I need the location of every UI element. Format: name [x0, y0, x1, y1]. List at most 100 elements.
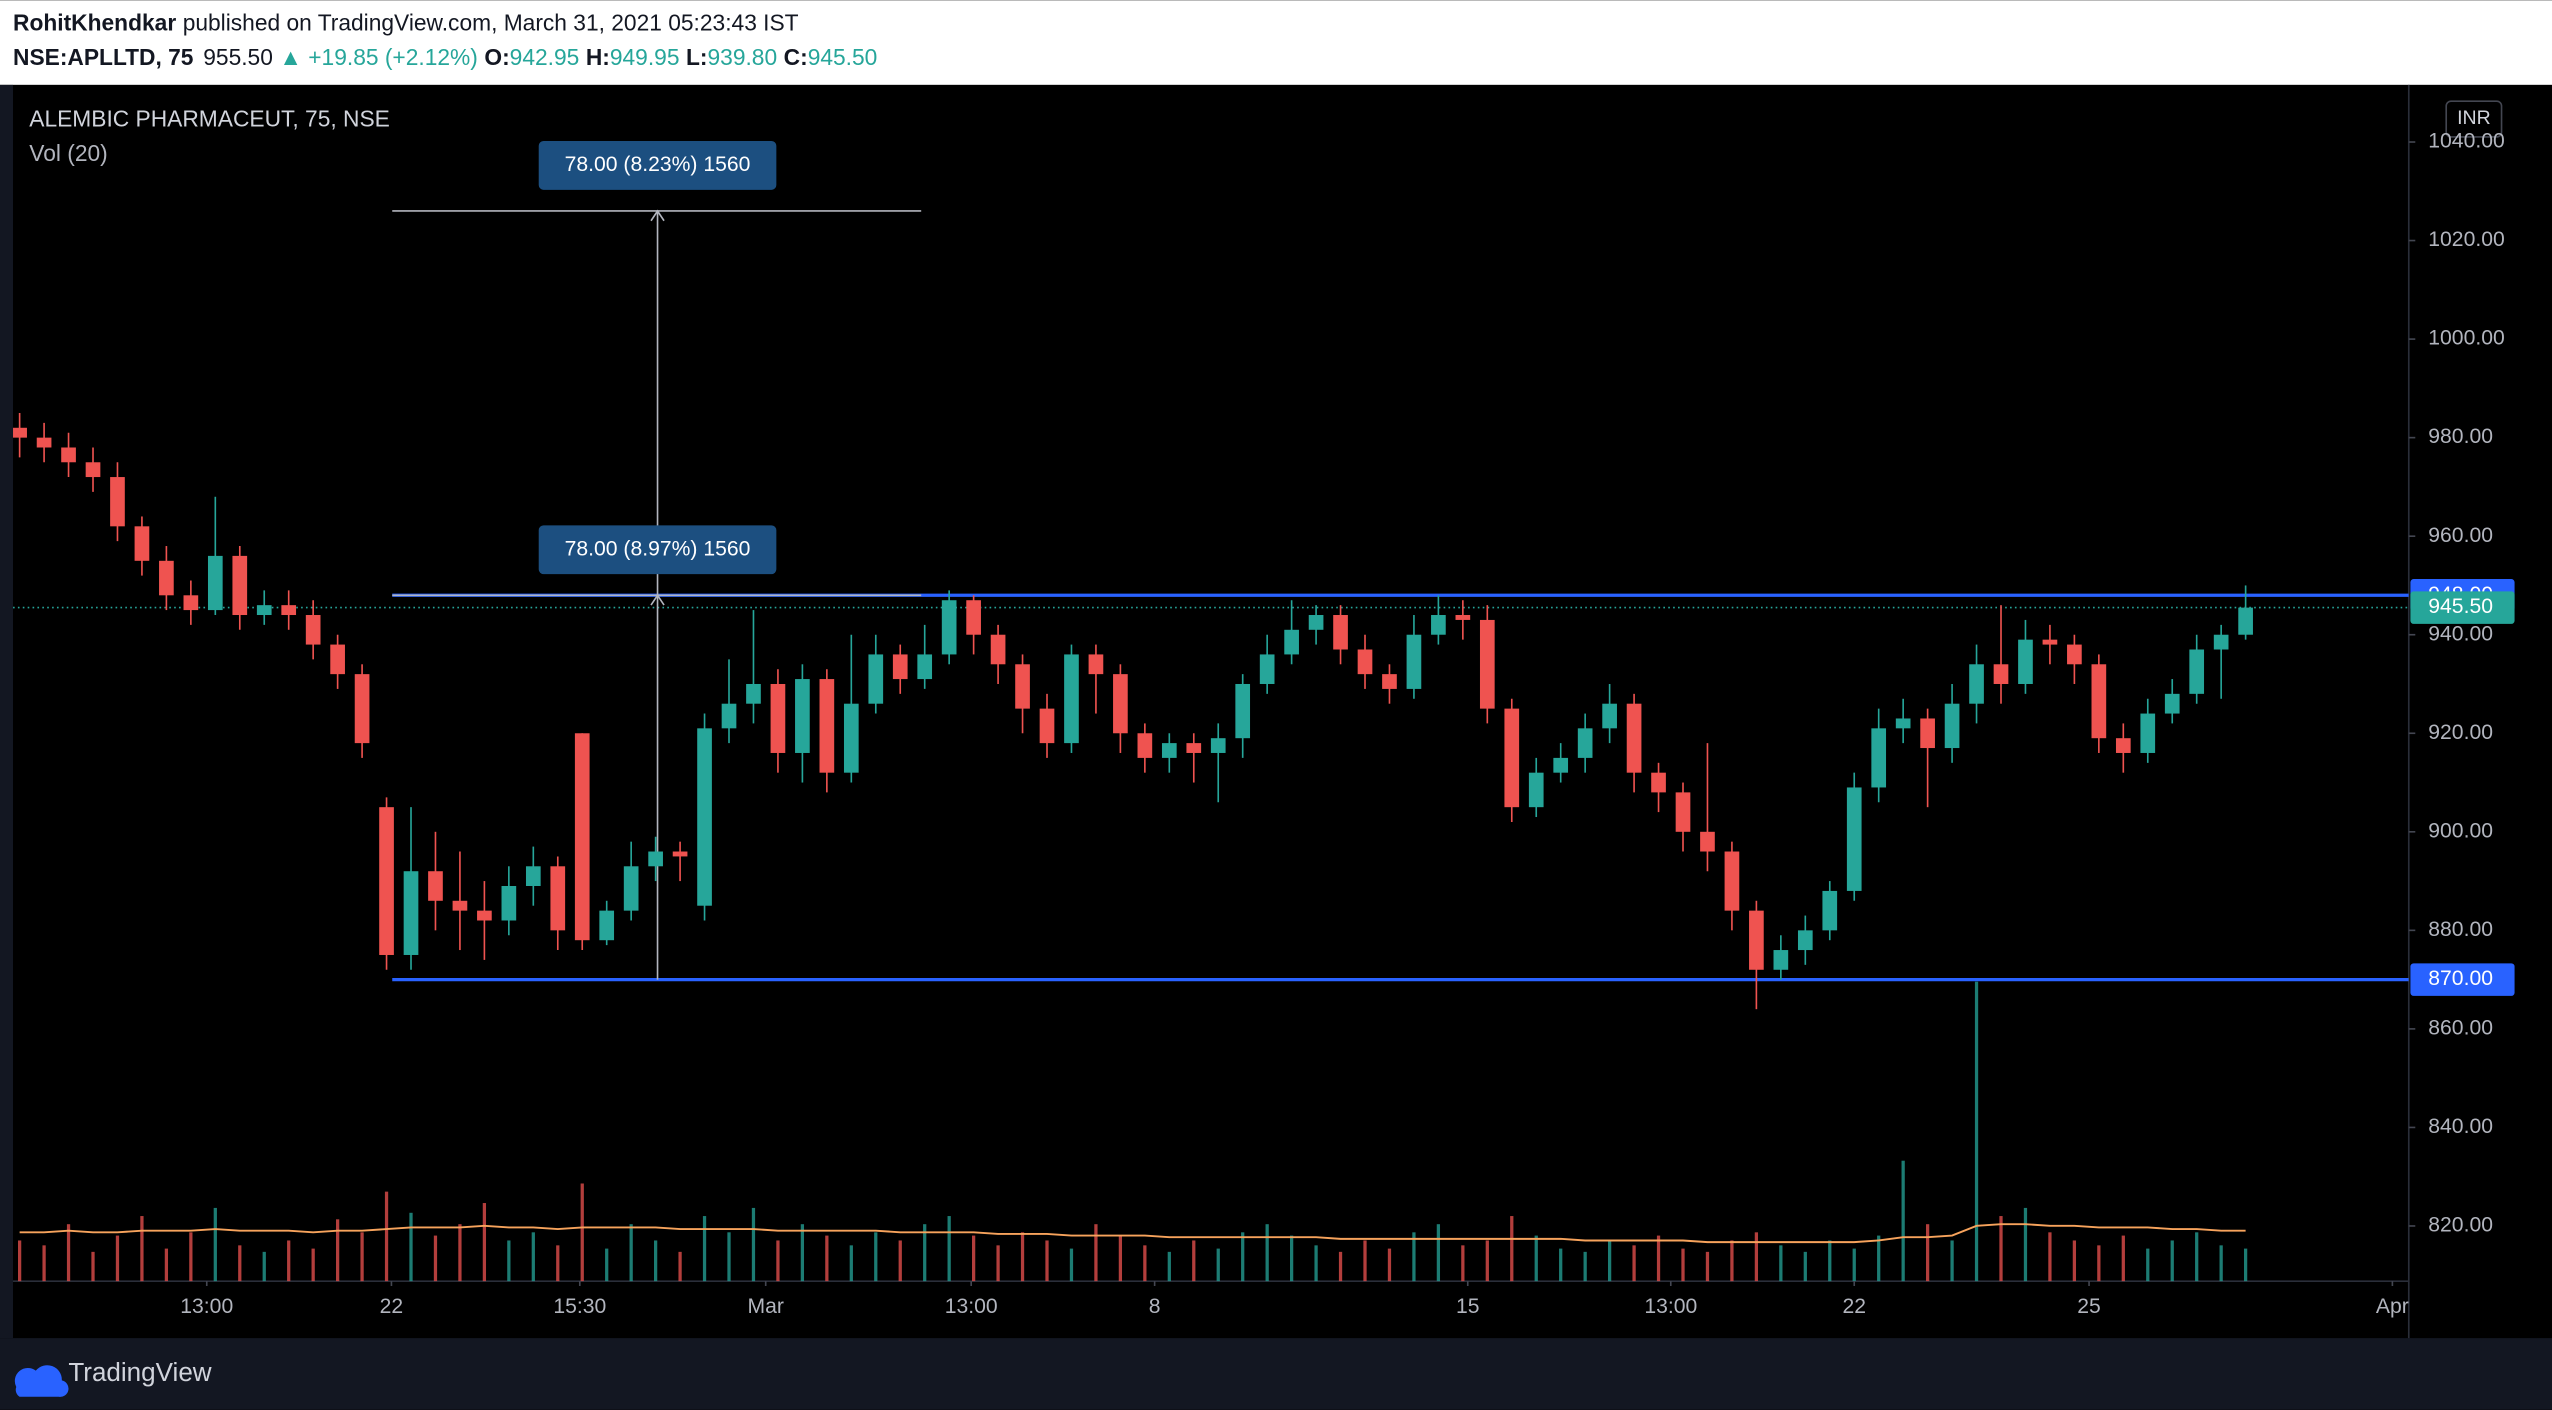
candle-body	[990, 634, 1006, 665]
volume-bar	[1192, 1240, 1196, 1282]
candle-body	[672, 851, 688, 857]
volume-bar	[2097, 1245, 2101, 1282]
ohlc-label: O:	[484, 44, 509, 70]
candle-body	[525, 866, 541, 887]
candle-body	[36, 437, 52, 448]
arrow-head	[650, 209, 665, 222]
candle-body	[428, 871, 443, 901]
volume-bar	[2195, 1232, 2199, 1282]
volume-bar	[360, 1232, 364, 1282]
x-tick-label: 22	[380, 1295, 404, 1318]
currency-button[interactable]	[2445, 100, 2503, 138]
volume-bar	[1950, 1240, 1954, 1282]
last-price-label-box	[2410, 591, 2515, 624]
candle-body	[379, 807, 394, 955]
brand: TradingView	[68, 1357, 211, 1387]
volume-bar	[1020, 1232, 1025, 1282]
volume-bar	[507, 1240, 511, 1282]
volume-bar	[874, 1232, 878, 1282]
price: 955.50	[203, 44, 273, 70]
volume-bar	[629, 1224, 633, 1282]
volume-bar	[1436, 1224, 1441, 1282]
volume-bar	[2048, 1232, 2052, 1282]
volume-bar	[482, 1203, 487, 1282]
candle-body	[599, 910, 615, 941]
volume-bar	[1338, 1251, 1343, 1282]
symbol: NSE:APLLTD, 75	[13, 44, 194, 70]
candle-body	[1137, 733, 1153, 758]
candle-body	[1675, 792, 1691, 832]
candle-body	[2213, 634, 2229, 650]
volume-bar	[1681, 1248, 1685, 1282]
volume-bar	[1705, 1251, 1710, 1282]
logo	[14, 1365, 69, 1397]
candle-body	[85, 462, 101, 478]
candle-body	[13, 427, 27, 438]
volume-bar	[556, 1245, 560, 1282]
level-label: 870.00	[2428, 967, 2493, 990]
candle-body	[1406, 634, 1422, 689]
volume-bar	[1265, 1224, 1269, 1282]
candle-body	[1259, 654, 1275, 684]
volume-bar	[2219, 1245, 2223, 1282]
volume-bar	[1094, 1224, 1098, 1282]
level-label-box	[2410, 963, 2515, 996]
candle-body	[892, 654, 908, 680]
ohlc-value: 939.80	[708, 44, 778, 70]
volume-bar	[1045, 1240, 1049, 1282]
candle-body	[477, 910, 492, 921]
volume-bar	[1925, 1224, 1930, 1282]
candle-body	[1039, 708, 1055, 744]
volume-bar	[849, 1245, 853, 1282]
ohlc-value: 945.50	[808, 44, 878, 70]
measure-label: 78.00 (8.23%) 1560	[565, 153, 751, 176]
volume-bar	[409, 1212, 413, 1282]
volume-bar	[1118, 1235, 1123, 1282]
volume-bar	[1241, 1232, 1245, 1282]
volume-bar	[653, 1240, 658, 1282]
volume-bar	[262, 1251, 266, 1282]
y-tick-label: 940.00	[2428, 622, 2493, 645]
author: RohitKhendkar	[13, 10, 176, 36]
ohlc-label: L:	[686, 44, 708, 70]
volume-bar	[2243, 1248, 2248, 1282]
candle-body	[134, 526, 150, 561]
x-tick-label: 8	[1149, 1295, 1161, 1318]
volume-bar	[1877, 1235, 1881, 1282]
candle-body	[1602, 703, 1617, 729]
candle-body	[1088, 654, 1104, 675]
volume-bar	[1387, 1248, 1392, 1282]
candle-body	[232, 555, 248, 616]
volume-bar	[1754, 1232, 1759, 1282]
volume-bar	[2072, 1240, 2077, 1282]
volume-bar	[971, 1235, 976, 1282]
volume-bar	[213, 1207, 217, 1282]
volume-bar	[800, 1224, 805, 1282]
candle-body	[1626, 703, 1642, 773]
header-line-2: NSE:APLLTD, 75 955.50 ▲ +19.85 (+2.12%) O:9…	[13, 44, 877, 70]
y-tick-label: 920.00	[2428, 721, 2493, 744]
currency[interactable]: INR	[2457, 107, 2491, 129]
volume-bar	[1069, 1248, 1074, 1282]
volume-bar	[1143, 1245, 1147, 1282]
volume-bar	[1583, 1251, 1587, 1282]
ohlc-value: 949.95	[610, 44, 680, 70]
volume-bar	[1607, 1240, 1612, 1282]
volume-bar	[115, 1235, 120, 1282]
volume-bar	[2170, 1240, 2174, 1282]
volume-bar	[996, 1245, 1000, 1282]
candle-body	[452, 900, 468, 911]
volume-bar	[605, 1248, 609, 1282]
volume-bar	[189, 1232, 193, 1282]
candle-body	[1431, 615, 1446, 635]
candle-body	[574, 733, 590, 941]
volume-bar	[1314, 1245, 1318, 1282]
chart-title: ALEMBIC PHARMACEUT, 75, NSE	[29, 106, 390, 132]
volume-bar	[238, 1245, 242, 1282]
volume-bar	[1485, 1240, 1489, 1282]
volume-bar	[1559, 1248, 1563, 1282]
candle-body	[1064, 654, 1079, 744]
volume-bar	[1852, 1248, 1856, 1282]
volume-bar	[1974, 981, 1979, 1282]
